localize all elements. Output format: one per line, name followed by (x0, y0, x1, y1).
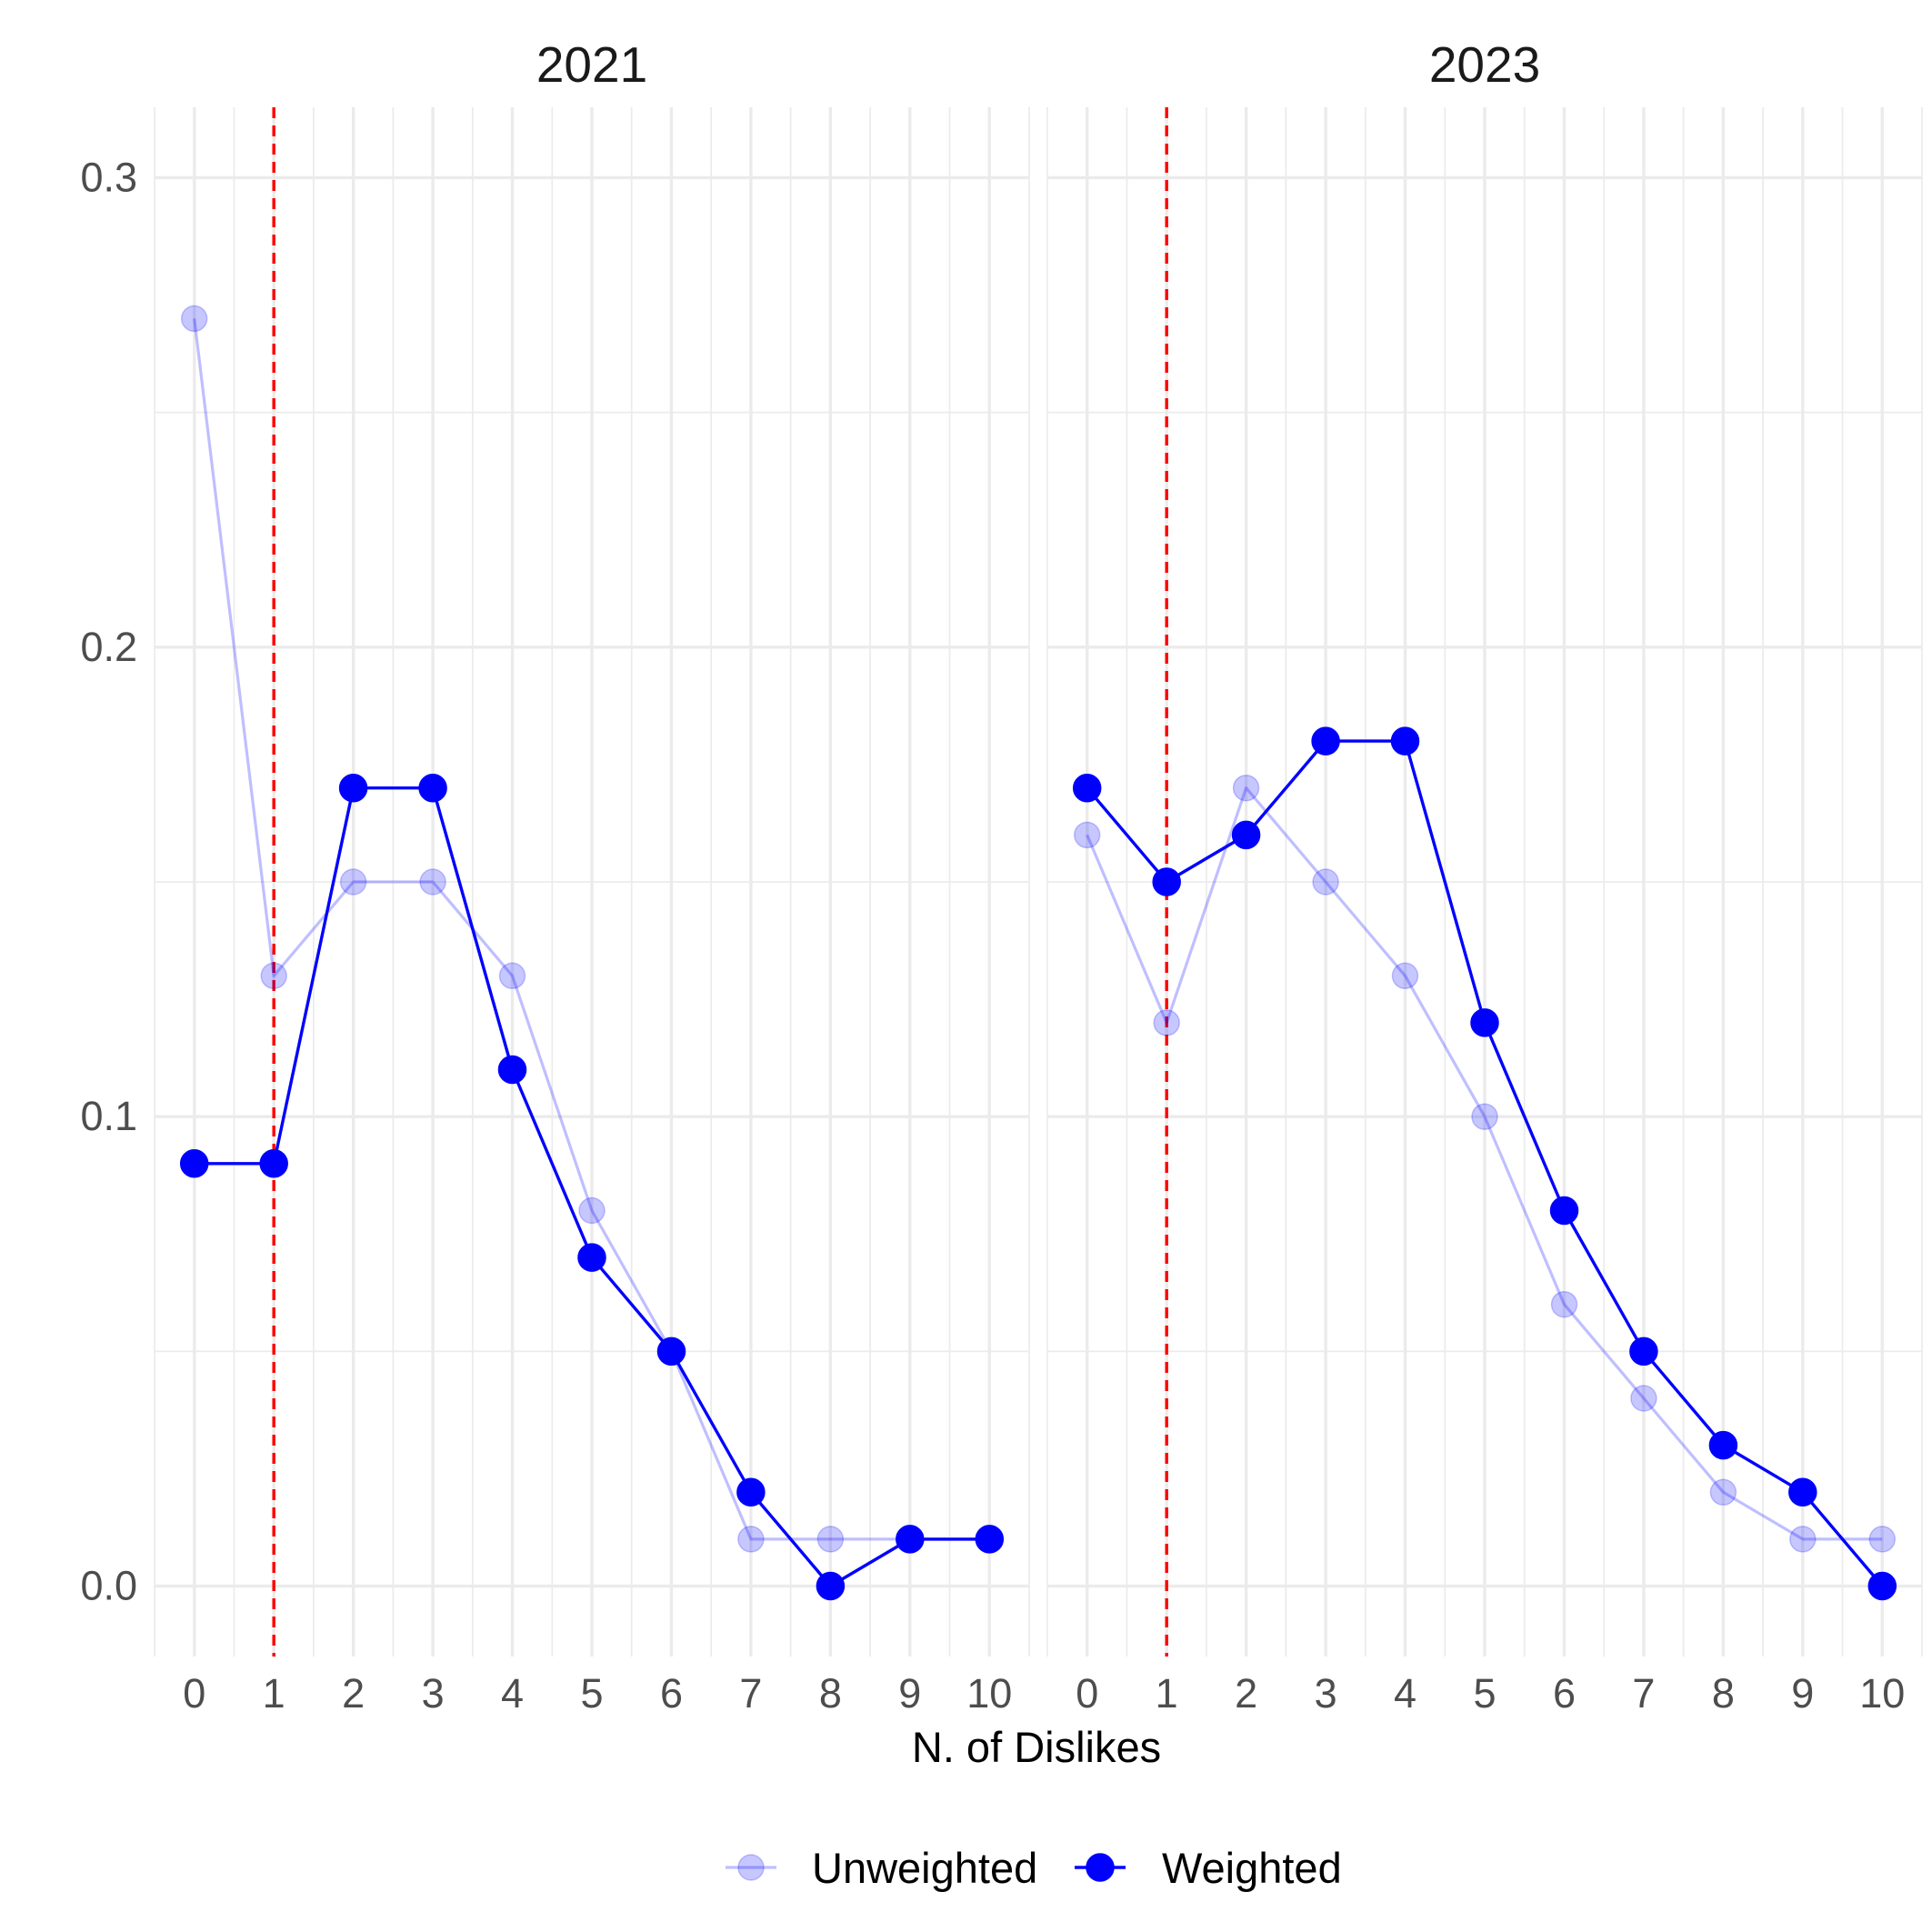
series-line-unweighted (1086, 786, 1883, 1541)
x-tick-label: 1 (1156, 1670, 1178, 1717)
data-point-weighted (1549, 1196, 1579, 1226)
legend-label: Weighted (1162, 1844, 1342, 1892)
data-point-unweighted (1312, 868, 1339, 896)
data-point-weighted (1072, 773, 1102, 803)
legend-item-weighted: Weighted (1075, 1844, 1342, 1892)
data-point-weighted (1231, 820, 1261, 850)
x-tick-label: 4 (501, 1670, 524, 1717)
data-point-unweighted (1789, 1526, 1817, 1553)
data-point-weighted (259, 1149, 288, 1178)
data-point-weighted (1470, 1008, 1499, 1037)
legend-label: Unweighted (812, 1844, 1037, 1892)
data-point-unweighted (419, 868, 446, 896)
data-point-unweighted (816, 1526, 845, 1553)
data-point-unweighted (1471, 1103, 1498, 1130)
data-point-unweighted (498, 962, 526, 990)
x-tick-label: 8 (1712, 1670, 1735, 1717)
legend: Unweighted Weighted (726, 1844, 1342, 1892)
data-point-weighted (179, 1149, 209, 1178)
x-tick-label: 5 (580, 1670, 603, 1717)
data-point-weighted (736, 1477, 766, 1507)
data-point-weighted (1152, 867, 1181, 896)
data-point-weighted (1708, 1430, 1738, 1460)
data-point-unweighted (1073, 821, 1101, 849)
series-unweighted (1073, 774, 1897, 1553)
x-tick-label: 6 (660, 1670, 683, 1717)
x-tick-label: 2 (1235, 1670, 1257, 1717)
x-tick-label: 4 (1394, 1670, 1416, 1717)
data-point-weighted (975, 1525, 1005, 1554)
data-point-unweighted (1868, 1526, 1897, 1553)
data-point-unweighted (1709, 1478, 1737, 1507)
data-point-unweighted (1232, 774, 1260, 802)
data-point-unweighted (737, 1526, 765, 1553)
data-point-weighted (656, 1336, 686, 1366)
data-point-unweighted (339, 868, 367, 896)
data-point-unweighted (1153, 1009, 1180, 1036)
x-axis-title: N. of Dislikes (912, 1723, 1161, 1771)
x-tick-label: 6 (1553, 1670, 1576, 1717)
data-point-weighted (577, 1243, 606, 1272)
data-point-weighted (896, 1525, 925, 1554)
chart-panels: 0 1 2 3 4 5 6 7 8 9 10 0.0 0.1 0.2 0.3 2021 0 1 2 3 4 5 6 7 8 9 10… (80, 36, 1923, 1717)
x-tick-label: 10 (1859, 1670, 1905, 1717)
y-tick-label: 0.2 (80, 624, 137, 670)
series-weighted (179, 773, 1005, 1601)
data-point-unweighted (1630, 1385, 1657, 1412)
legend-key-point (1086, 1853, 1115, 1882)
x-tick-label: 0 (1076, 1670, 1098, 1717)
x-tick-label: 2 (342, 1670, 365, 1717)
data-point-unweighted (1550, 1290, 1578, 1318)
data-point-weighted (816, 1571, 846, 1601)
x-tick-label: 3 (1315, 1670, 1337, 1717)
panel-2021: 0 1 2 3 4 5 6 7 8 9 10 0.0 0.1 0.2 0.3 2021 (80, 36, 1030, 1717)
data-point-weighted (1390, 726, 1420, 756)
data-point-weighted (1788, 1477, 1817, 1507)
x-tick-label: 7 (1632, 1670, 1655, 1717)
data-point-unweighted (260, 962, 287, 990)
x-tick-label: 9 (1791, 1670, 1814, 1717)
x-tick-label: 5 (1473, 1670, 1496, 1717)
x-tick-label: 0 (183, 1670, 205, 1717)
x-tick-label: 10 (966, 1670, 1012, 1717)
data-point-weighted (1867, 1571, 1897, 1601)
data-point-unweighted (1391, 962, 1419, 990)
data-point-weighted (1629, 1336, 1658, 1366)
data-point-unweighted (180, 305, 208, 333)
x-tick-label: 1 (263, 1670, 285, 1717)
data-point-weighted (418, 773, 447, 803)
panel-2023: 0 1 2 3 4 5 6 7 8 9 10 2023 (1046, 36, 1923, 1717)
series-weighted (1072, 726, 1897, 1601)
x-tick-label: 8 (819, 1670, 842, 1717)
y-tick-label: 0.0 (80, 1563, 137, 1609)
legend-key-point (737, 1854, 765, 1881)
y-tick-label: 0.3 (80, 154, 137, 200)
data-point-weighted (338, 773, 368, 803)
data-point-weighted (497, 1055, 527, 1085)
data-point-unweighted (578, 1196, 606, 1225)
legend-item-unweighted: Unweighted (726, 1844, 1037, 1892)
x-tick-label: 3 (422, 1670, 445, 1717)
facet-label: 2023 (1429, 36, 1540, 93)
x-tick-label: 7 (739, 1670, 762, 1717)
facet-label: 2021 (536, 36, 647, 93)
x-tick-label: 9 (898, 1670, 921, 1717)
y-tick-label: 0.1 (80, 1093, 137, 1139)
data-point-weighted (1311, 726, 1340, 756)
